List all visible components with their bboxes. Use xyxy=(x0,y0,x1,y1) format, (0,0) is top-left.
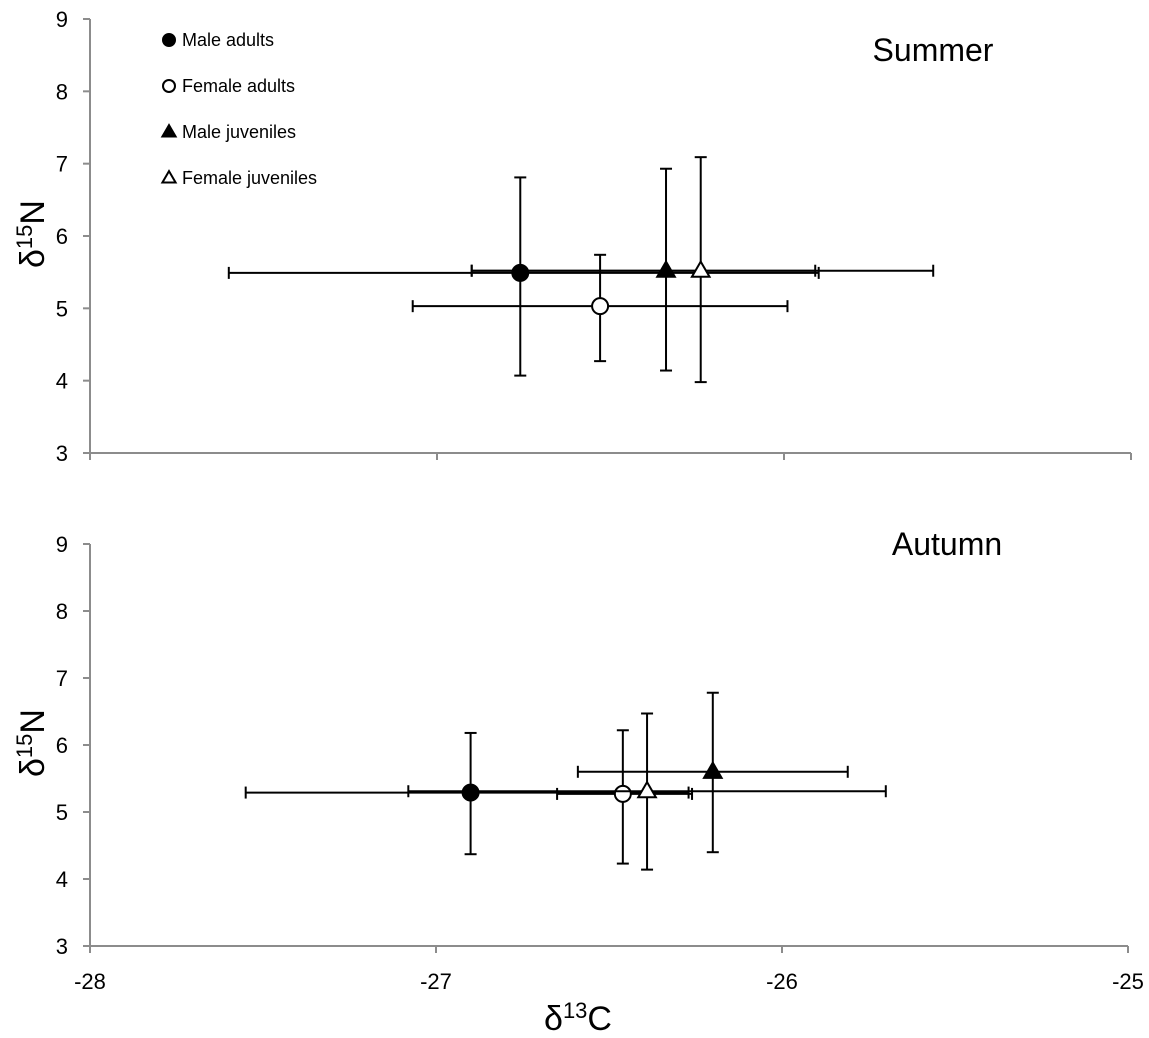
x-tick-label: -27 xyxy=(420,969,452,994)
y-axis-title: δ15N xyxy=(12,709,52,777)
y-tick-label: 5 xyxy=(56,800,68,825)
legend-marker xyxy=(162,79,176,93)
series-female-juveniles xyxy=(470,156,935,384)
legend-label: Female adults xyxy=(182,76,295,96)
y-tick-label: 9 xyxy=(56,7,68,32)
y-tick-label: 4 xyxy=(56,867,68,892)
y-tick-label: 4 xyxy=(56,369,68,394)
data-point xyxy=(690,259,712,278)
x-tick-label: -28 xyxy=(74,969,106,994)
y-tick-label: 6 xyxy=(56,733,68,758)
y-tick-label: 8 xyxy=(56,599,68,624)
chart-panel-autumn: 3 4 5 6 7 8 9 -28 -27 -26 -25 Autumn δ15N δ13C xyxy=(12,526,1144,1038)
panel-title: Summer xyxy=(873,32,994,68)
data-point xyxy=(511,263,530,282)
y-tick-label: 8 xyxy=(56,79,68,104)
y-tick-label: 3 xyxy=(56,934,68,959)
data-point xyxy=(591,297,610,316)
series-female-juveniles xyxy=(407,712,887,871)
y-tick-label: 3 xyxy=(56,441,68,466)
series-male-juveniles xyxy=(576,691,849,854)
chart-panel-summer: 3 4 5 6 7 8 9 Summer δ15N Male adults Female adult… xyxy=(12,7,1132,466)
y-tick-label: 6 xyxy=(56,224,68,249)
data-point xyxy=(461,783,480,802)
legend-label: Male adults xyxy=(182,30,274,50)
series-female-adults xyxy=(556,729,694,865)
legend-label: Female juveniles xyxy=(182,168,317,188)
legend: Male adults Female adults Male juveniles Fe… xyxy=(160,30,317,188)
y-tick-label: 7 xyxy=(56,152,68,177)
y-tick-label: 5 xyxy=(56,296,68,321)
legend-marker xyxy=(160,169,178,184)
legend-marker xyxy=(160,123,178,138)
legend-label: Male juveniles xyxy=(182,122,296,142)
x-axis-title: δ13C xyxy=(544,998,612,1033)
y-axis-title: δ15N xyxy=(12,200,52,268)
data-point xyxy=(613,784,632,803)
x-tick-label: -26 xyxy=(766,969,798,994)
legend-marker xyxy=(162,33,176,47)
panel-title: Autumn xyxy=(892,526,1002,562)
y-tick-label: 7 xyxy=(56,666,68,691)
series-female-adults xyxy=(411,253,789,363)
x-tick-label: -25 xyxy=(1112,969,1144,994)
data-point xyxy=(702,760,724,779)
data-point xyxy=(636,780,658,799)
series-male-adults xyxy=(227,176,820,377)
y-tick-label: 9 xyxy=(56,532,68,557)
data-point xyxy=(655,259,677,278)
